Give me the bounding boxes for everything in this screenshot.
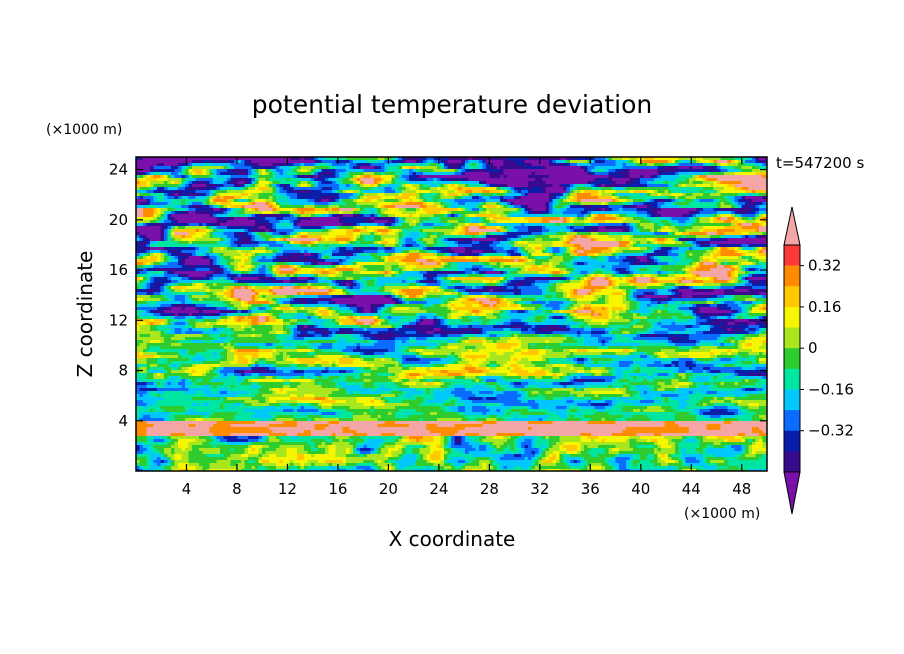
colorbar-label: −0.32 — [808, 422, 854, 440]
x-tick-label: 24 — [429, 480, 448, 498]
colorbar-swatch — [784, 348, 800, 369]
x-tick-label: 48 — [732, 480, 751, 498]
colorbar-swatch — [784, 245, 800, 266]
x-tick-label: 16 — [328, 480, 347, 498]
colorbar-label: 0 — [808, 339, 818, 357]
y-tick-label: 16 — [109, 261, 128, 279]
y-tick-label: 4 — [118, 412, 128, 430]
colorbar-swatch — [784, 369, 800, 390]
x-tick-label: 12 — [278, 480, 297, 498]
y-tick-label: 8 — [118, 362, 128, 380]
colorbar-swatch — [784, 266, 800, 287]
x-tick-label: 44 — [682, 480, 701, 498]
colorbar-label: −0.16 — [808, 380, 854, 398]
y-tick-label: 20 — [109, 211, 128, 229]
y-tick-label: 24 — [109, 161, 128, 179]
colorbar-swatch — [784, 451, 800, 472]
y-tick-label: 12 — [109, 311, 128, 329]
colorbar-swatch — [784, 431, 800, 452]
colorbar-under-arrow — [784, 472, 800, 514]
x-unit-label: (×1000 m) — [684, 506, 760, 522]
x-tick-label: 4 — [182, 480, 192, 498]
x-axis-label: X coordinate — [389, 527, 516, 551]
x-tick-label: 40 — [631, 480, 650, 498]
colorbar-swatch — [784, 286, 800, 307]
contour-field — [136, 157, 770, 472]
x-tick-label: 28 — [480, 480, 499, 498]
colorbar-swatch — [784, 328, 800, 349]
y-unit-label: (×1000 m) — [46, 122, 122, 138]
colorbar-swatch — [784, 389, 800, 410]
colorbar-label: 0.32 — [808, 257, 841, 275]
colorbar-swatch — [784, 410, 800, 431]
colorbar-over-arrow — [784, 207, 800, 245]
x-tick-label: 8 — [232, 480, 242, 498]
colorbar-label: 0.16 — [808, 298, 841, 316]
chart-title: potential temperature deviation — [252, 90, 652, 119]
colorbar-swatch — [784, 307, 800, 328]
y-axis-label: Z coordinate — [73, 251, 97, 378]
x-tick-label: 36 — [581, 480, 600, 498]
x-tick-label: 32 — [530, 480, 549, 498]
x-tick-label: 20 — [379, 480, 398, 498]
colorbar: 0.32 0.16 0 −0.16 −0.32 — [784, 207, 854, 514]
time-label: t=547200 s — [776, 154, 864, 172]
